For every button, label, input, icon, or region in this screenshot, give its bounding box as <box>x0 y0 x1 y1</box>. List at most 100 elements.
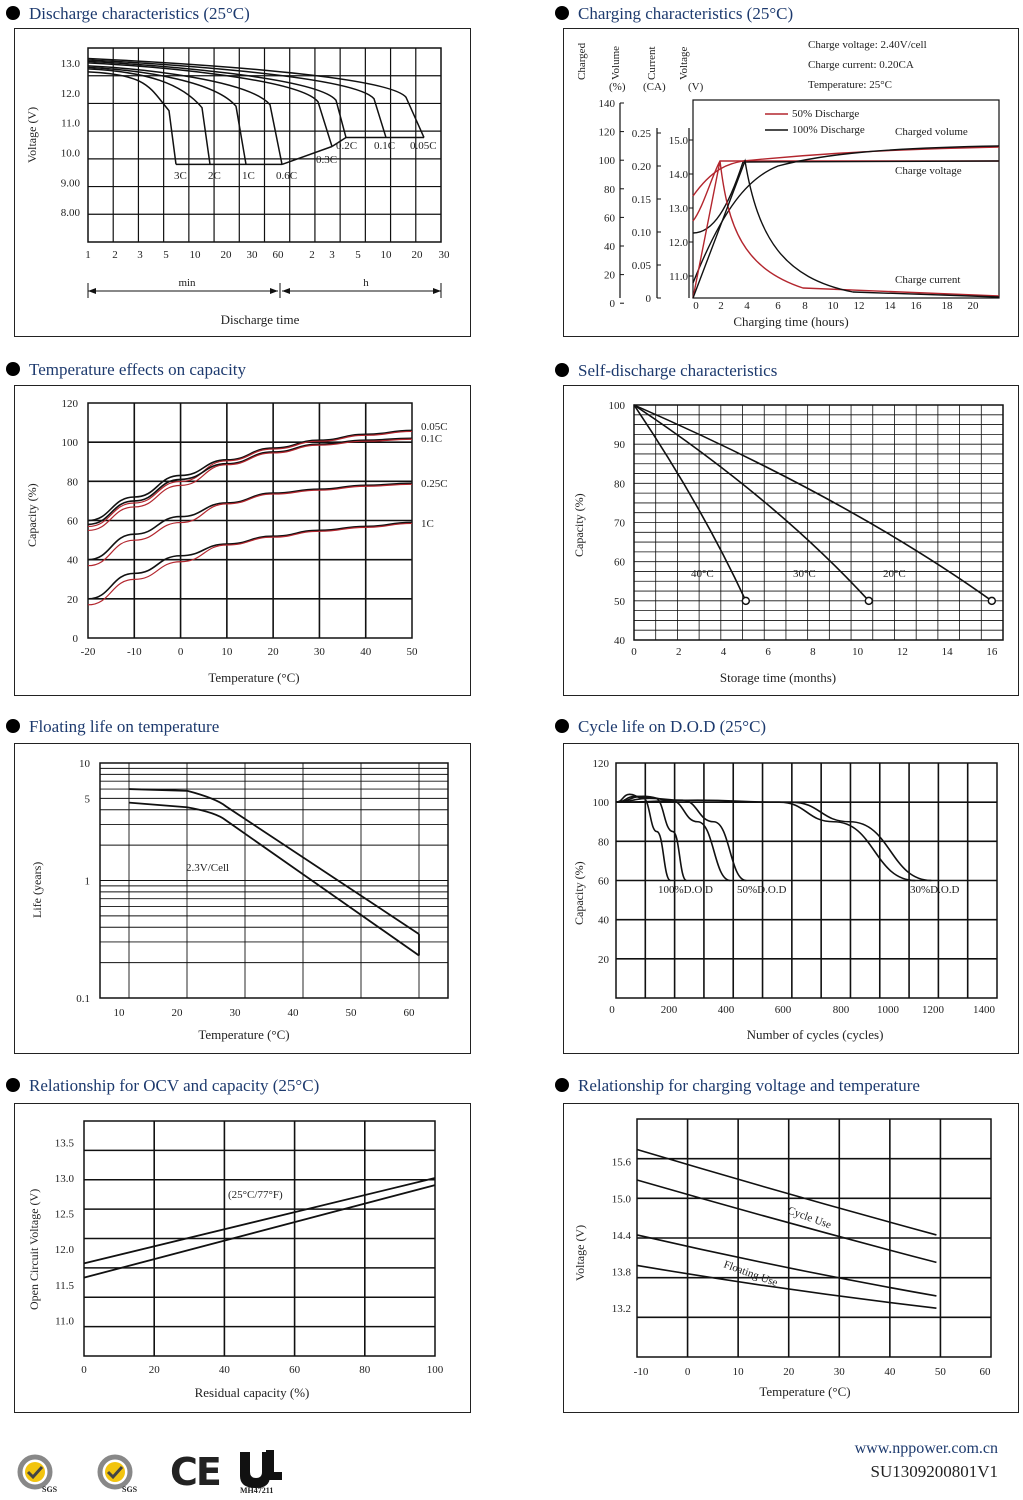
self-discharge-ytick: 70 <box>614 518 626 530</box>
discharge-curve-2C <box>87 68 211 165</box>
discharge-xtick: 1 <box>85 249 91 261</box>
discharge-cutoff-line <box>331 136 347 148</box>
discharge-curve-3C <box>87 71 177 165</box>
discharge-ytick: 11.0 <box>61 118 80 130</box>
charge-temp-heading: Relationship for charging voltage and te… <box>555 1076 920 1096</box>
charge-temp-xtick: 40 <box>884 1366 896 1378</box>
charging-frame <box>563 28 1019 337</box>
discharge-xlabel: Discharge time <box>221 312 300 327</box>
charging-axis-title: Volume <box>610 46 622 80</box>
charging-xtick: 2 <box>718 300 724 312</box>
self-discharge-xtick: 4 <box>721 646 727 658</box>
ocv-title: Relationship for OCV and capacity (25°C) <box>29 1076 320 1095</box>
charging-xtick: 0 <box>693 300 699 312</box>
charging-volume-tick: 20 <box>604 270 616 282</box>
self-discharge-endpoint <box>741 596 751 606</box>
ocv-chart: 13.5 13.0 12.5 12.0 11.5 11.0 0 20 40 60 80 100 Open… <box>27 1120 444 1400</box>
cycle-life-xtick: 1200 <box>922 1004 945 1016</box>
self-discharge-series-30°C <box>633 404 870 602</box>
cycle-life-ytick: 40 <box>598 915 610 927</box>
charging-voltage-tick: 14.0 <box>669 169 689 181</box>
ocv-curve-label: (25°C/77°F) <box>228 1189 283 1201</box>
ocv-ytick: 12.0 <box>55 1244 75 1256</box>
cycle-life-curve-label: 50%D.O.D <box>737 884 787 896</box>
self-discharge-chart: 100 90 80 70 60 50 40 0 2 4 6 8 10 12 14 16 Capacity (%)… <box>572 400 1004 685</box>
self-discharge-xtick: 0 <box>631 646 637 658</box>
cycle-life-xtick: 1000 <box>877 1004 900 1016</box>
floating-life-xtick: 10 <box>114 1007 126 1019</box>
charge-temp-frame <box>563 1103 1019 1413</box>
discharge-xtick: 30 <box>247 249 259 261</box>
cycle-life-ytick: 20 <box>598 954 610 966</box>
charging-volume-tick: 60 <box>604 212 616 224</box>
floating-life-xlabel: Temperature (°C) <box>198 1027 289 1042</box>
charging-xlabel: Charging time (hours) <box>733 314 848 329</box>
bullet-icon <box>555 719 569 733</box>
charge-temp-xtick: -10 <box>634 1366 649 1378</box>
self-discharge-heading: Self-discharge characteristics <box>555 361 777 381</box>
temp-capacity-frame <box>14 385 471 696</box>
charging-xtick: 18 <box>942 300 954 312</box>
discharge-chart: 13.0 12.0 11.0 10.0 9.00 8.00 1 2 3 5 10 20 30 60 2 3 5 1… <box>25 47 451 327</box>
floating-life-title: Floating life on temperature <box>29 717 220 736</box>
charging-current-tick: 0 <box>646 293 652 305</box>
cycle-life-ytick: 80 <box>598 836 610 848</box>
self-discharge-ylabel: Capacity (%) <box>572 493 586 557</box>
cycle-life-xlabel: Number of cycles (cycles) <box>747 1027 884 1042</box>
discharge-curve-0.2C <box>87 60 347 138</box>
temp-capacity-curve-label: 0.1C <box>421 433 442 445</box>
charge-temp-xtick: 10 <box>733 1366 745 1378</box>
temp-capacity-series-0.25C <box>87 482 413 561</box>
temp-capacity-ylabel: Capacity (%) <box>25 483 39 547</box>
charging-curve-label: Charge current <box>895 274 960 286</box>
cycle-life-xtick: 1400 <box>973 1004 996 1016</box>
temp-capacity-series-red-0.1C <box>87 438 413 532</box>
temp-capacity-ytick: 120 <box>62 398 79 410</box>
charging-xtick: 6 <box>775 300 781 312</box>
ocv-xtick: 80 <box>359 1364 371 1376</box>
floating-life-frame <box>14 743 471 1054</box>
temp-capacity-xtick: 0 <box>178 646 184 658</box>
discharge-xtick: 60 <box>273 249 285 261</box>
charge-temp-series-0 <box>636 1148 937 1236</box>
charging-axis-title: Charged <box>576 42 588 80</box>
charging-current-tick: 0.05 <box>632 260 652 272</box>
self-discharge-xtick: 14 <box>942 646 954 658</box>
temp-capacity-series-0.1C <box>87 437 413 526</box>
discharge-ytick: 10.0 <box>61 147 81 159</box>
website-link[interactable]: www.nppower.com.cn <box>854 1440 998 1457</box>
charge-temp-series-1 <box>636 1179 937 1264</box>
cycle-life-xtick: 200 <box>661 1004 678 1016</box>
self-discharge-series-40°C <box>633 404 747 602</box>
cycle-life-curve-label: 30%D.O.D <box>910 884 960 896</box>
cycle-life-ylabel: Capacity (%) <box>572 861 586 925</box>
discharge-curve-0.3C <box>87 62 333 147</box>
ocv-ylabel: Open Circuit Voltage (V) <box>27 1189 41 1310</box>
charging-voltage-tick: 11.0 <box>669 271 688 283</box>
charge-temp-curve-label: Cycle Use <box>786 1205 833 1232</box>
bullet-icon <box>555 363 569 377</box>
charging-axis-unit: (V) <box>688 81 704 93</box>
cycle-life-curve-label: 100%D.O.D <box>658 884 713 896</box>
charging-xtick: 4 <box>744 300 750 312</box>
charging-axis-title: Voltage <box>678 46 690 80</box>
cycle-life-series-50%D.O.D <box>615 795 731 882</box>
floating-life-chart: 10 5 1 0.1 10 20 30 40 50 60 Life (years) Temperatu… <box>30 758 449 1042</box>
discharge-xtick: 30 <box>439 249 451 261</box>
ce-mark-icon: CE <box>170 1450 222 1494</box>
charging-title: Charging characteristics (25°C) <box>578 4 794 23</box>
charging-voltage-tick: 13.0 <box>669 203 689 215</box>
discharge-xtick: 20 <box>221 249 233 261</box>
charging-note: Charge current: 0.20CA <box>808 59 914 71</box>
charging-current-tick: 0.10 <box>632 227 652 239</box>
ul-mark-icon: MH47211 <box>240 1450 282 1495</box>
temp-capacity-xtick: 40 <box>360 646 372 658</box>
self-discharge-xtick: 2 <box>676 646 682 658</box>
discharge-heading: Discharge characteristics (25°C) <box>6 4 250 24</box>
charging-current-tick: 0.15 <box>632 194 652 206</box>
temp-capacity-heading: Temperature effects on capacity <box>6 360 246 380</box>
floating-life-curve-label: 2.3V/Cell <box>186 862 229 874</box>
discharge-xtick: 3 <box>329 249 335 261</box>
